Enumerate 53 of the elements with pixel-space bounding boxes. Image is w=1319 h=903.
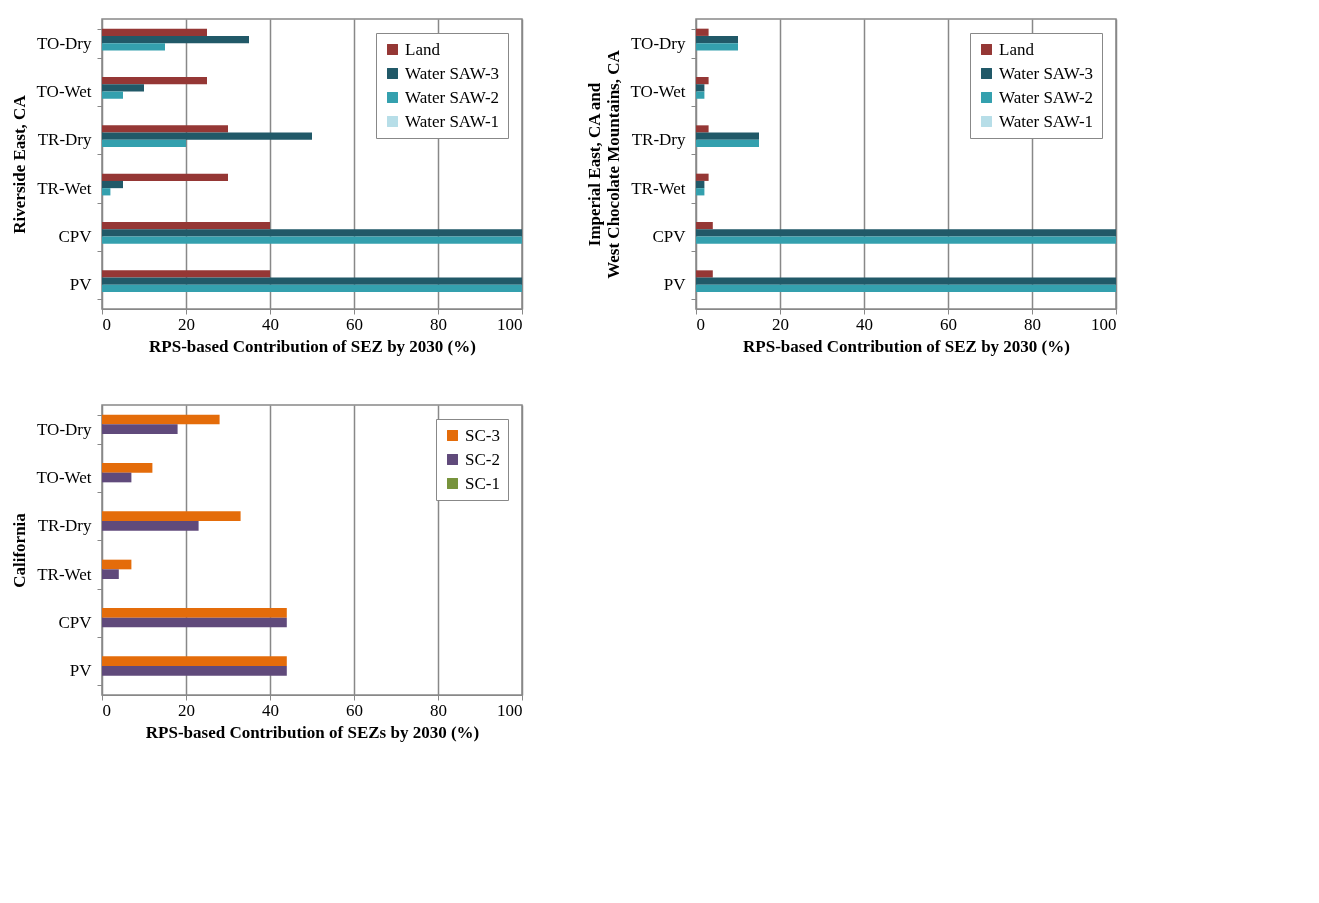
y-axis-title: Imperial East, CA and West Chocolate Mountains, CA xyxy=(584,49,623,279)
x-tick-label: 100 xyxy=(497,700,523,720)
y-tick-label: CPV xyxy=(652,227,687,246)
x-tick-label: 60 xyxy=(940,314,957,334)
x-tick-label: 0 xyxy=(102,314,111,334)
x-axis-title: RPS-based Contribution of SEZs by 2030 (%) xyxy=(145,722,480,742)
x-tick-label: 0 xyxy=(102,700,111,720)
legend-label: Water SAW-2 xyxy=(999,87,1094,107)
x-tick-label: 0 xyxy=(696,314,705,334)
y-tick-label: TR-Wet xyxy=(37,564,92,584)
x-tick-label: 80 xyxy=(430,314,447,334)
x-tick-label: 20 xyxy=(772,314,789,334)
x-tick-label: 100 xyxy=(497,314,523,334)
legend-label: SC-2 xyxy=(465,449,500,469)
legend-label: Land xyxy=(999,39,1035,59)
y-tick-label: CPV xyxy=(58,227,93,246)
legend-label: Water SAW-2 xyxy=(405,87,500,107)
x-tick-label: 20 xyxy=(178,700,195,720)
legend-label: SC-1 xyxy=(465,473,500,493)
x-tick-label: 60 xyxy=(346,314,363,334)
x-axis-title: RPS-based Contribution of SEZ by 2030 (%) xyxy=(149,336,476,356)
y-tick-label: TO-Wet xyxy=(36,468,92,487)
legend-label: Water SAW-1 xyxy=(999,111,1094,131)
y-tick-label: TO-Dry xyxy=(37,33,92,53)
y-tick-label: TO-Wet xyxy=(630,82,686,101)
y-tick-label: TR-Wet xyxy=(631,178,686,198)
x-tick-label: 20 xyxy=(178,314,195,334)
x-tick-label: 40 xyxy=(262,314,279,334)
x-axis-title: RPS-based Contribution of SEZ by 2030 (%) xyxy=(743,336,1070,356)
y-tick-label: PV xyxy=(69,661,93,681)
legend-label: Water SAW-1 xyxy=(405,111,500,131)
legend-label: Land xyxy=(405,39,441,59)
legend-label: SC-3 xyxy=(465,425,500,445)
y-axis-title: California xyxy=(9,512,29,588)
x-tick-label: 100 xyxy=(1091,314,1117,334)
legend-label: Water SAW-3 xyxy=(999,63,1094,83)
y-tick-label: TR-Dry xyxy=(37,130,92,150)
y-tick-label: PV xyxy=(663,275,687,295)
y-tick-label: TO-Dry xyxy=(631,33,686,53)
y-tick-label: TR-Wet xyxy=(37,178,92,198)
x-tick-label: 80 xyxy=(1024,314,1041,334)
x-tick-label: 40 xyxy=(856,314,873,334)
legend-label: Water SAW-3 xyxy=(405,63,500,83)
x-tick-label: 60 xyxy=(346,700,363,720)
y-tick-label: CPV xyxy=(58,613,93,632)
y-tick-label: PV xyxy=(69,275,93,295)
x-tick-label: 40 xyxy=(262,700,279,720)
y-tick-label: TR-Dry xyxy=(631,130,686,150)
x-tick-label: 80 xyxy=(430,700,447,720)
y-axis-title: Riverside East, CA xyxy=(9,94,29,234)
y-tick-label: TO-Dry xyxy=(37,419,92,439)
y-tick-label: TO-Wet xyxy=(36,82,92,101)
y-tick-label: TR-Dry xyxy=(37,516,92,536)
